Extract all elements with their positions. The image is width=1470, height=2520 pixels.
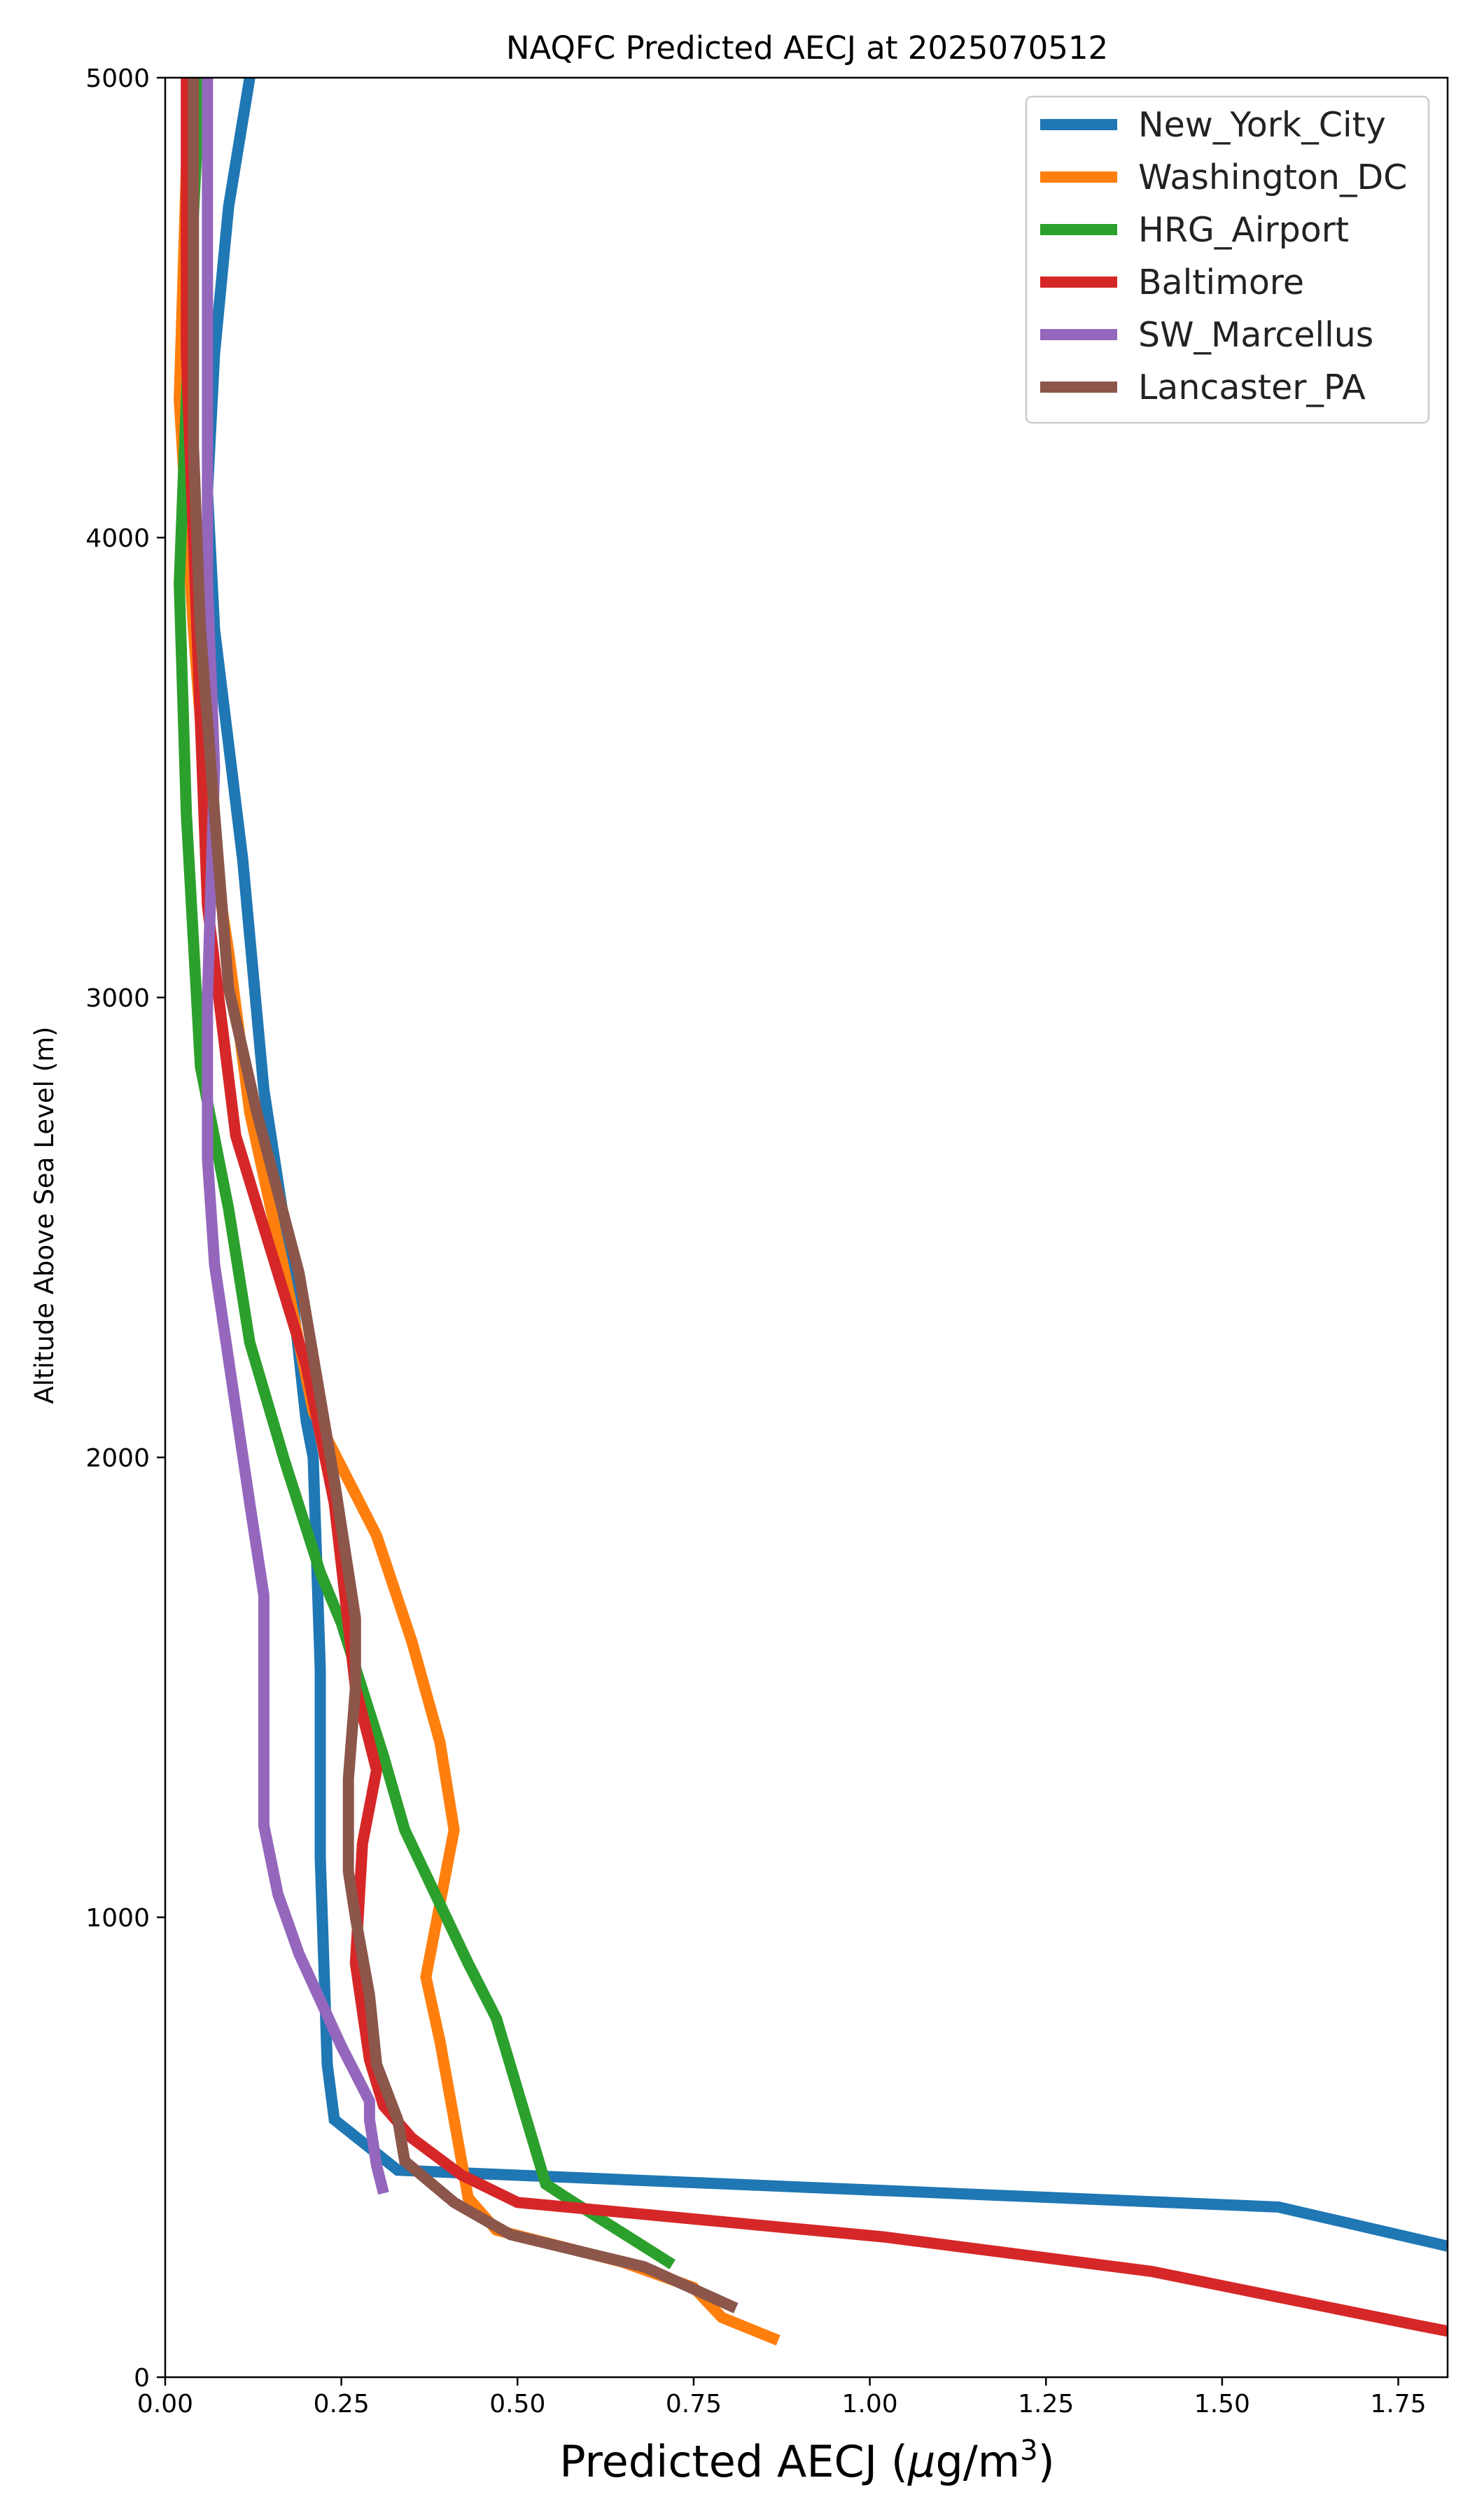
x-axis-label-close: ) <box>1038 2436 1055 2487</box>
legend: New_York_City Washington_DC HRG_Airport Bal… <box>1025 95 1430 424</box>
legend-label: New_York_City <box>1138 105 1386 145</box>
x-tick-label: 1.00 <box>842 2390 898 2418</box>
x-tick-label: 1.75 <box>1370 2390 1426 2418</box>
y-tick-label: 2000 <box>85 1444 150 1473</box>
legend-label: Lancaster_PA <box>1138 368 1366 407</box>
x-tick-label: 1.50 <box>1194 2390 1250 2418</box>
y-tick-label: 3000 <box>85 984 150 1013</box>
x-tick-label: 0.00 <box>137 2390 193 2418</box>
series-line-hrg-airport <box>174 78 676 2269</box>
series-line-lancaster-pa <box>188 78 738 2314</box>
axes-layer: 0.00 0.25 0.50 0.75 1.00 1.25 1.50 1.75 0 1000 200… <box>85 64 1449 2418</box>
series-layer <box>174 78 1448 2346</box>
x-tick-label: 1.25 <box>1018 2390 1074 2418</box>
series-line-sw-marcellus <box>202 78 389 2195</box>
y-tick-label: 1000 <box>85 1904 150 1933</box>
x-axis-label-unit: g/m <box>935 2436 1020 2487</box>
legend-box <box>1025 95 1430 424</box>
legend-label: SW_Marcellus <box>1138 315 1373 355</box>
x-axis-label: Predicted AECJ (μg/m3) <box>559 2435 1055 2487</box>
series-line-baltimore <box>181 78 1448 2337</box>
y-axis-label: Altitude Above Sea Level (m) <box>29 1026 59 1404</box>
y-tick-label: 5000 <box>85 64 150 93</box>
y-tick-label: 4000 <box>85 524 150 553</box>
plot-frame <box>164 76 1449 2379</box>
legend-label: Washington_DC <box>1138 158 1407 197</box>
x-axis-label-mu: μ <box>907 2436 935 2487</box>
chart-title: NAQFC Predicted AECJ at 2025070512 <box>506 29 1108 66</box>
legend-label: Baltimore <box>1138 262 1304 302</box>
x-axis-label-main: Predicted AECJ ( <box>559 2436 908 2487</box>
x-tick-label: 0.50 <box>489 2390 545 2418</box>
x-axis-label-sup: 3 <box>1020 2435 1037 2467</box>
x-tick-label: 0.25 <box>314 2390 370 2418</box>
x-tick-label: 0.75 <box>666 2390 722 2418</box>
legend-label: HRG_Airport <box>1138 210 1349 250</box>
y-tick-label: 0 <box>134 2364 150 2393</box>
